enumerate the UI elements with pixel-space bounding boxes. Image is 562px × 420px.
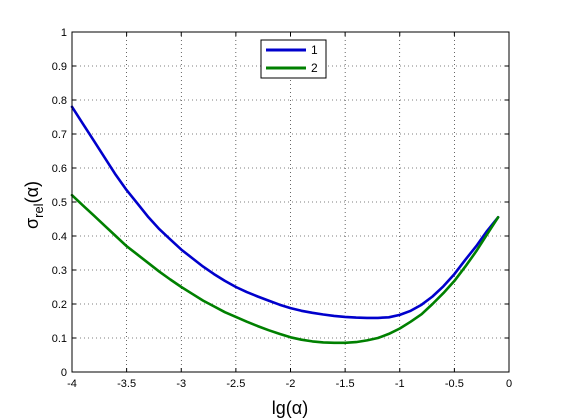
x-tick-label: -1 — [395, 378, 405, 390]
y-tick-label: 0.4 — [52, 231, 67, 243]
legend-box — [260, 39, 327, 79]
x-axis-label: lg(α) — [272, 398, 308, 418]
x-tick-label: -1.5 — [336, 378, 355, 390]
y-tick-label: 0.9 — [52, 61, 67, 73]
y-axis-label: σrel(α) — [22, 181, 46, 229]
x-tick-label: -3.5 — [117, 378, 136, 390]
y-tick-label: 0.3 — [52, 265, 67, 277]
x-tick-label: -2.5 — [226, 378, 245, 390]
y-axis-label-tail: (α) — [22, 181, 42, 203]
x-tick-label: 0 — [506, 378, 512, 390]
x-axis-ticks: -4 -3.5 -3 -2.5 -2 -1.5 -1 -0.5 0 — [67, 32, 512, 390]
series-lines — [70, 105, 500, 345]
x-tick-label: -0.5 — [445, 378, 464, 390]
legend-label-2: 2 — [311, 61, 318, 75]
y-tick-label: 0.8 — [52, 95, 67, 107]
series-line-2 — [70, 193, 500, 345]
legend-label-1: 1 — [311, 43, 318, 57]
x-tick-label: -2 — [286, 378, 296, 390]
grid — [72, 32, 509, 372]
y-tick-label: 0.2 — [52, 299, 67, 311]
legend: 1 2 — [260, 39, 327, 79]
y-tick-label: 1 — [61, 27, 67, 39]
y-tick-label: 0.6 — [52, 163, 67, 175]
x-tick-label: -3 — [176, 378, 186, 390]
x-tick-label: -4 — [67, 378, 77, 390]
y-tick-label: 0 — [61, 367, 67, 379]
y-axis-label-sub: rel — [31, 203, 46, 218]
y-tick-label: 0.5 — [52, 197, 67, 209]
y-axis-label-main: σ — [22, 218, 42, 229]
y-axis-ticks: 0 0.1 0.2 0.3 0.4 0.5 0.6 0.7 0.8 0.9 1 — [52, 27, 509, 379]
svg-text:σrel(α): σrel(α) — [22, 181, 46, 229]
series-line-1 — [70, 105, 500, 320]
y-tick-label: 0.1 — [52, 333, 67, 345]
y-tick-label: 0.7 — [52, 129, 67, 141]
